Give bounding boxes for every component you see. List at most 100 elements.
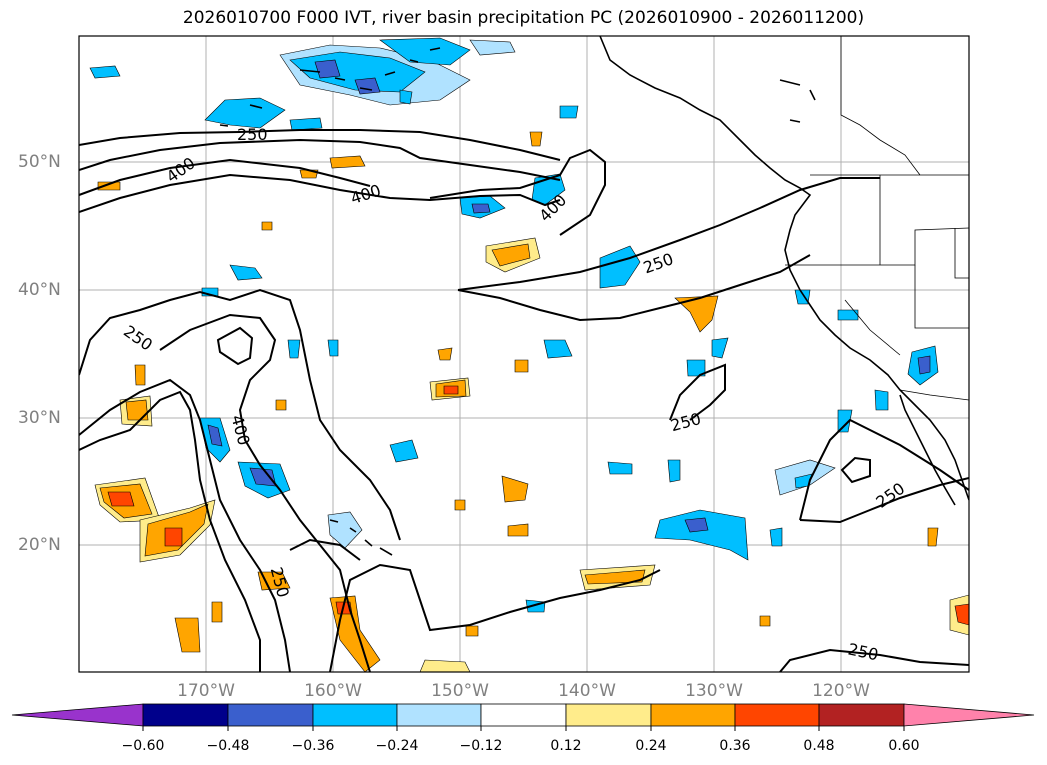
neg-anomaly-area [711, 337, 729, 359]
ivt-contour-400 [216, 326, 254, 366]
pos-anomaly-area [174, 617, 201, 653]
longitude-label: 160°W [304, 681, 362, 701]
border-alaska-canada [840, 36, 921, 176]
pos-anomaly-area [954, 603, 969, 626]
aleutian-islands [219, 47, 441, 127]
contour-label: 250 [237, 125, 268, 144]
pos-anomaly-area [927, 527, 939, 547]
colorbar-segment [734, 703, 820, 727]
colorbar-tick-label: 0.60 [888, 738, 920, 754]
neg-anomaly-area [289, 117, 323, 131]
neg-anomaly-area [314, 59, 341, 79]
latitude-label: 20°N [18, 535, 61, 555]
ivt-contour-250 [669, 363, 726, 421]
latitude-label: 50°N [18, 152, 61, 172]
neg-anomaly-area [837, 409, 853, 433]
ivt-contour-250 [79, 378, 291, 672]
pos-anomaly-area [507, 523, 529, 537]
neg-anomaly-area [607, 461, 633, 475]
neg-anomaly-area [837, 309, 859, 321]
colorbar-tick-label: 0.24 [635, 738, 667, 754]
pos-anomaly-area [584, 569, 646, 585]
map-frame [78, 35, 970, 673]
coastline-islands [779, 79, 816, 123]
neg-anomaly-area [287, 339, 301, 359]
neg-anomaly-area [469, 39, 516, 56]
border-mexico [899, 389, 969, 401]
pos-anomaly-area [674, 295, 719, 333]
colorbar-segment [312, 703, 398, 727]
neg-anomaly-area [559, 105, 579, 119]
border-states-5 [954, 228, 969, 279]
neg-anomaly-area [327, 339, 339, 357]
colorbar-extend-min [11, 703, 144, 727]
colorbar-segment [227, 703, 314, 727]
colorbar-segment [565, 703, 652, 727]
contour-label: 250 [267, 565, 293, 599]
political-borders [785, 36, 969, 401]
pos-anomaly-area [257, 571, 291, 591]
pos-anomaly-area [529, 131, 543, 147]
pos-anomaly-area [329, 155, 366, 169]
ivt-contour-400 [79, 173, 561, 213]
colorbar-segment [142, 703, 229, 727]
ivt-contour-250 [79, 390, 261, 672]
neg-anomaly-area [654, 509, 749, 561]
colorbar-segment [396, 703, 482, 727]
coastline-baja [899, 394, 956, 506]
ivt-contour-250 [79, 288, 401, 541]
pos-anomaly-area [134, 364, 146, 386]
ivt-contour-250 [457, 177, 880, 291]
colorbar-tick-label: −0.24 [375, 738, 419, 754]
neg-anomaly-area [874, 389, 889, 411]
neg-anomaly-area [769, 527, 783, 547]
pos-anomaly-area [261, 221, 273, 231]
neg-anomaly-area [204, 97, 286, 129]
contour-label: 250 [641, 249, 676, 277]
ivt-contour-250 [429, 148, 606, 236]
colorbar-extend-max [903, 703, 1035, 727]
longitude-label: 150°W [431, 681, 489, 701]
pos-anomaly-area [443, 385, 459, 395]
ivt-contour-400 [159, 313, 371, 672]
colorbar-tick-label: −0.60 [121, 738, 165, 754]
pos-anomaly-area [107, 491, 135, 507]
pos-anomaly-area [329, 595, 381, 672]
colorbar-segment [480, 703, 567, 727]
ivt-contour-250 [840, 456, 871, 484]
pos-anomaly-area [514, 359, 529, 373]
border-states-3 [914, 265, 969, 329]
colorbar-segment [818, 703, 905, 727]
neg-anomaly-area [389, 439, 419, 463]
ivt-contour-250 [457, 254, 811, 322]
contour-label: 400 [348, 181, 383, 209]
longitude-label: 140°W [558, 681, 616, 701]
neg-anomaly-area [543, 339, 573, 359]
neg-anomaly-area [89, 65, 121, 79]
colorbar-tick-label: −0.36 [291, 738, 335, 754]
pos-anomaly-area [437, 347, 453, 361]
border-states-1 [785, 227, 969, 266]
latitude-label: 30°N [18, 408, 61, 428]
colorbar-tick-label: 0.36 [719, 738, 751, 754]
colorbar-tick-label: −0.12 [459, 738, 503, 754]
neg-anomaly-area [684, 517, 709, 533]
colorbar-tick-label: 0.12 [550, 738, 582, 754]
pos-anomaly-area [164, 527, 183, 547]
ivt-contour-250 [79, 129, 561, 161]
map-title: 2026010700 F000 IVT, river basin precipi… [182, 8, 865, 28]
ivt-contour-250 [289, 538, 361, 561]
pos-anomaly-area [491, 243, 531, 267]
ivt-contour-250 [799, 477, 969, 524]
longitude-label: 130°W [685, 681, 743, 701]
longitude-label: 120°W [812, 681, 870, 701]
longitude-label: 170°W [177, 681, 235, 701]
pos-anomaly-area [211, 601, 223, 623]
pos-anomaly-area [125, 399, 149, 421]
coastlines [219, 36, 969, 556]
pos-anomaly-area [465, 625, 479, 637]
coastline-alaska-canada [599, 36, 969, 501]
contour-labels: 250 400 400 400 250 250 400 250 250 250 … [120, 125, 908, 664]
ivt-contour-250 [779, 648, 969, 672]
